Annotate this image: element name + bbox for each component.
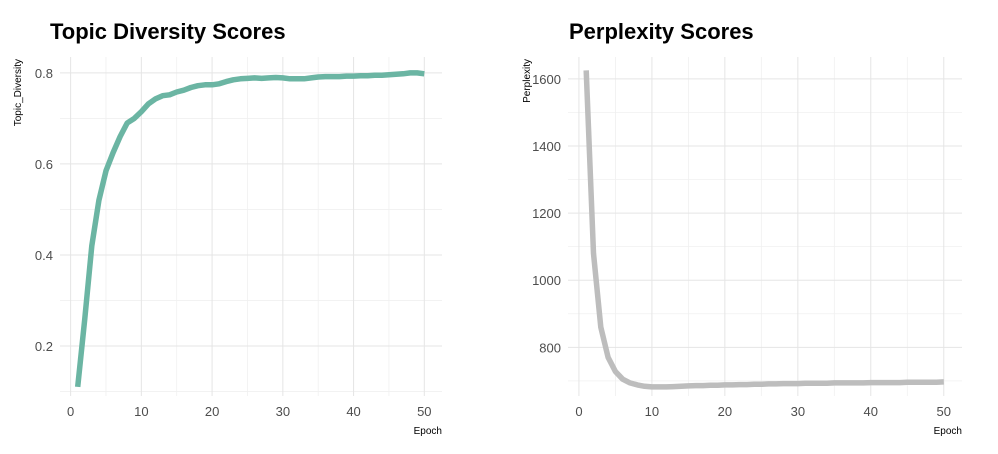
x-tick-label: 50 <box>937 404 951 419</box>
y-axis-label: Perplexity <box>522 59 533 103</box>
x-tick-label: 30 <box>791 404 805 419</box>
y-tick-label: 1200 <box>532 206 561 221</box>
x-tick-label: 0 <box>67 404 74 419</box>
y-tick-label: 1400 <box>532 139 561 154</box>
x-tick-label: 20 <box>205 404 219 419</box>
x-tick-label: 10 <box>645 404 659 419</box>
y-axis-label: Topic_Diversity <box>13 59 24 126</box>
chart-title: Topic Diversity Scores <box>50 19 286 44</box>
y-tick-label: 0.4 <box>35 248 53 263</box>
x-tick-label: 0 <box>575 404 582 419</box>
y-tick-label: 1600 <box>532 72 561 87</box>
x-tick-label: 30 <box>276 404 290 419</box>
topic-diversity-panel: Topic Diversity Scores 0 10 20 30 40 50 0.2 0.4 0… <box>13 19 442 437</box>
x-tick-label: 40 <box>346 404 360 419</box>
x-tick-label: 40 <box>864 404 878 419</box>
perplexity-panel: Perplexity Scores 0 10 20 30 40 50 800 1000 1200 1… <box>522 19 962 437</box>
y-tick-label: 1000 <box>532 273 561 288</box>
y-tick-label: 0.2 <box>35 339 53 354</box>
series-line <box>74 70 425 388</box>
y-tick-label: 800 <box>539 340 561 355</box>
series-line <box>583 70 944 390</box>
chart-title: Perplexity Scores <box>569 19 754 44</box>
x-axis-label: Epoch <box>414 426 442 437</box>
x-tick-label: 10 <box>134 404 148 419</box>
x-axis-label: Epoch <box>934 426 962 437</box>
y-tick-label: 0.8 <box>35 66 53 81</box>
y-tick-label: 0.6 <box>35 157 53 172</box>
x-tick-label: 20 <box>718 404 732 419</box>
x-tick-label: 50 <box>417 404 431 419</box>
